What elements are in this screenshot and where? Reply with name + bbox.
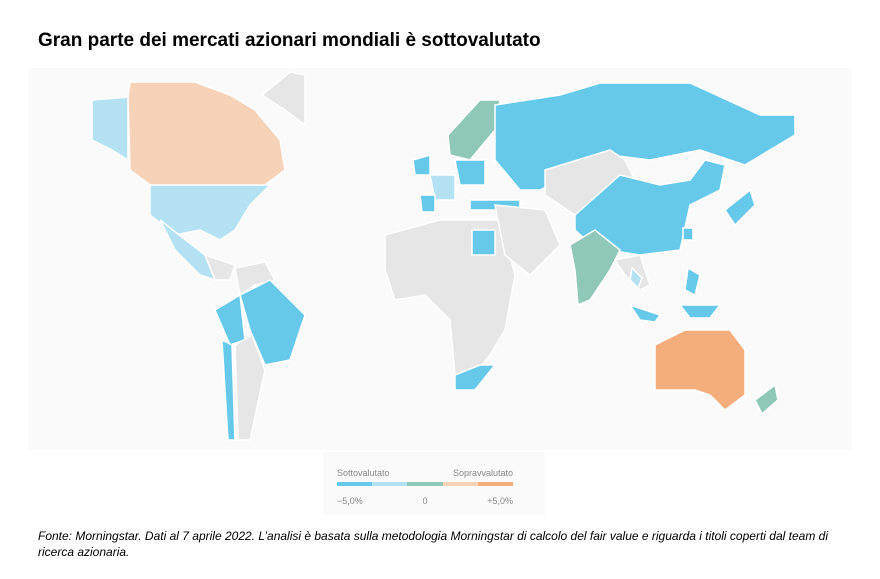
spain (419, 194, 436, 213)
brazil (239, 279, 306, 366)
canada (127, 81, 286, 191)
legend-tick: −5,0% (337, 496, 363, 506)
alaska (91, 96, 129, 162)
legend-swatch (443, 482, 478, 486)
legend-swatch (407, 482, 443, 486)
legend-swatch (372, 482, 407, 486)
legend: Sottovalutato Sopravvalutato −5,0% 0 +5,… (323, 452, 545, 515)
india (569, 229, 621, 307)
title: Gran parte dei mercati azionari mondiali… (38, 30, 541, 51)
argentina (234, 333, 266, 441)
greenland (260, 71, 306, 127)
chile (221, 338, 236, 441)
legend-left-label: Sottovalutato (337, 468, 390, 478)
new-zealand (754, 383, 779, 416)
legend-swatch (337, 482, 372, 486)
japan (723, 188, 756, 227)
thailand (629, 266, 643, 290)
legend-tick: 0 (422, 496, 427, 506)
mexico (159, 219, 217, 282)
malaysia (628, 303, 662, 323)
legend-tick: +5,0% (487, 496, 513, 506)
legend-swatch (478, 482, 513, 486)
middle-east (494, 204, 561, 277)
source-note: Fonte: Morningstar. Dati al 7 aprile 202… (38, 529, 828, 559)
korea (682, 227, 694, 241)
legend-right-label: Sopravvalutato (453, 468, 513, 478)
egypt (471, 229, 496, 256)
germany (454, 159, 486, 186)
indonesia (678, 304, 722, 319)
philippines (684, 266, 701, 297)
usa (149, 184, 272, 241)
france (429, 174, 456, 201)
central-america (203, 253, 236, 281)
countries (91, 71, 796, 441)
south-africa (454, 364, 497, 391)
australia (654, 329, 746, 411)
